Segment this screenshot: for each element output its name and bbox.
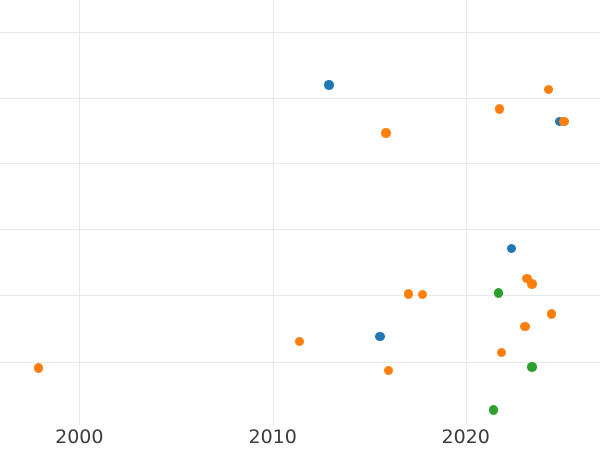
data-point-orange — [33, 363, 44, 373]
x-tick-label-2000: 2000 — [55, 426, 104, 448]
data-point-blue — [375, 331, 385, 342]
data-point-orange — [417, 289, 428, 300]
x-tick-label-2010: 2010 — [248, 426, 297, 448]
data-point-orange — [543, 84, 554, 95]
data-point-orange — [496, 347, 507, 358]
gridline-horizontal — [0, 228, 600, 230]
data-point-green — [488, 405, 499, 415]
data-point-blue — [324, 80, 334, 90]
gridline-vertical — [465, 0, 467, 425]
gridline-horizontal — [0, 31, 600, 33]
data-point-orange — [294, 336, 305, 347]
gridline-vertical — [79, 0, 81, 425]
data-point-orange — [494, 104, 505, 114]
data-point-orange — [520, 321, 530, 332]
gridline-horizontal — [0, 163, 600, 165]
data-point-orange — [559, 116, 569, 127]
gridline-horizontal — [0, 295, 600, 296]
gridline-horizontal — [0, 361, 600, 363]
data-point-orange — [546, 309, 557, 319]
data-point-orange — [527, 279, 537, 289]
data-point-green — [493, 288, 504, 298]
data-point-orange — [403, 289, 414, 299]
data-point-blue — [506, 243, 517, 254]
gridline-horizontal — [0, 97, 600, 99]
data-point-green — [527, 362, 537, 372]
x-tick-label-2020: 2020 — [441, 426, 490, 448]
gridline-vertical — [272, 0, 274, 425]
data-point-orange — [383, 365, 394, 376]
data-point-orange — [522, 273, 532, 284]
data-point-orange — [381, 128, 391, 138]
